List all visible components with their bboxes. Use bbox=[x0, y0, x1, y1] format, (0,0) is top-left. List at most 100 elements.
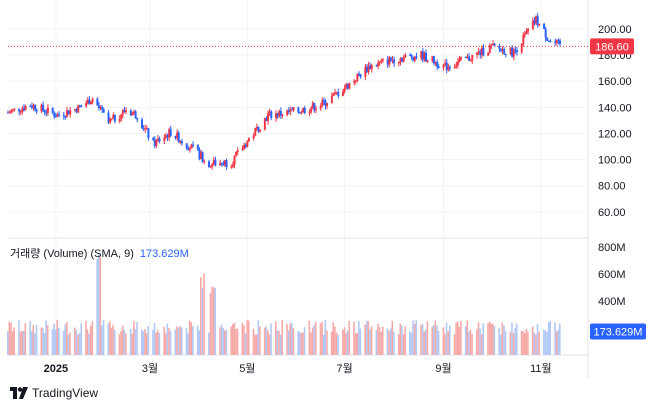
candle bbox=[549, 39, 552, 43]
volume-bar bbox=[230, 326, 232, 355]
volume-bar bbox=[19, 331, 22, 355]
volume-bar bbox=[482, 323, 485, 355]
candle bbox=[420, 50, 423, 61]
volume-bar bbox=[18, 320, 20, 355]
candle bbox=[219, 159, 222, 166]
volume-bar bbox=[538, 332, 540, 355]
candle bbox=[96, 97, 99, 106]
candle bbox=[243, 142, 246, 150]
volume-bar bbox=[125, 333, 127, 355]
candle bbox=[66, 106, 69, 118]
candle bbox=[412, 56, 415, 62]
candle bbox=[85, 100, 88, 108]
volume-bar bbox=[412, 320, 414, 355]
candle bbox=[292, 106, 295, 113]
volume-bar bbox=[479, 328, 481, 355]
volume-bar bbox=[235, 328, 237, 355]
candle bbox=[536, 12, 539, 28]
price-tick-label: 200.00 bbox=[598, 24, 632, 36]
candle bbox=[201, 151, 204, 163]
candle bbox=[448, 65, 451, 72]
volume-bar bbox=[62, 330, 65, 355]
candle bbox=[337, 88, 340, 99]
candle bbox=[380, 58, 383, 64]
volume-bar bbox=[74, 327, 76, 355]
volume-bar bbox=[436, 325, 438, 355]
volume-bar bbox=[80, 323, 82, 355]
volume-bar bbox=[270, 323, 272, 355]
tradingview-logo[interactable]: TradingView bbox=[10, 385, 98, 401]
candle bbox=[88, 96, 91, 105]
volume-bar bbox=[437, 330, 440, 355]
volume-bar bbox=[353, 321, 355, 355]
candle bbox=[342, 89, 345, 97]
volume-bar bbox=[190, 322, 193, 355]
volume-bar bbox=[543, 329, 545, 355]
candle bbox=[442, 63, 445, 71]
candle bbox=[343, 84, 346, 94]
candle bbox=[97, 101, 100, 111]
volume-bar bbox=[22, 331, 25, 355]
volume-bar bbox=[174, 329, 177, 355]
candle bbox=[11, 109, 14, 113]
candle bbox=[222, 160, 225, 166]
candle bbox=[522, 32, 525, 47]
volume-bar bbox=[313, 324, 315, 355]
candle bbox=[89, 100, 92, 105]
volume-legend: 거래량 (Volume) (SMA, 9) 173.629M bbox=[10, 245, 189, 261]
volume-bar bbox=[99, 256, 102, 355]
candle bbox=[375, 64, 378, 67]
volume-bar bbox=[326, 330, 328, 355]
volume-bar bbox=[432, 324, 435, 355]
candle bbox=[153, 136, 156, 149]
chart-axes: 60.0080.00100.00120.00140.00160.00180.00… bbox=[8, 24, 646, 375]
volume-bar bbox=[24, 323, 27, 355]
volume-bar bbox=[156, 329, 159, 355]
volume-bar bbox=[276, 330, 279, 355]
candle bbox=[45, 109, 48, 117]
candle bbox=[259, 129, 262, 133]
volume-bar bbox=[311, 327, 314, 355]
candle bbox=[158, 136, 161, 144]
volume-bar bbox=[442, 327, 445, 355]
volume-bar bbox=[378, 327, 381, 355]
volume-bar bbox=[554, 322, 556, 355]
volume-bar bbox=[259, 326, 261, 355]
candle bbox=[136, 117, 139, 123]
candle bbox=[421, 47, 424, 63]
candle bbox=[164, 132, 167, 139]
volume-bar bbox=[233, 322, 236, 355]
volume-bar bbox=[332, 322, 335, 355]
price-tick-label: 100.00 bbox=[598, 155, 632, 167]
candle bbox=[144, 124, 147, 133]
candle bbox=[252, 132, 255, 141]
candle bbox=[389, 56, 392, 63]
volume-bar bbox=[78, 333, 81, 355]
volume-bar bbox=[145, 333, 148, 355]
candle bbox=[458, 55, 461, 63]
candle bbox=[322, 97, 325, 106]
candle bbox=[169, 125, 172, 138]
volume-bar bbox=[522, 331, 524, 355]
candle bbox=[464, 56, 467, 59]
volume-bar bbox=[504, 331, 507, 355]
candle bbox=[453, 63, 456, 69]
candle bbox=[267, 110, 270, 125]
candle bbox=[142, 125, 145, 132]
candle bbox=[303, 105, 306, 115]
volume-bar bbox=[559, 323, 561, 355]
volume-bar bbox=[533, 332, 536, 355]
candle bbox=[46, 104, 49, 116]
volume-bar bbox=[493, 326, 496, 355]
candle bbox=[156, 135, 159, 143]
candle bbox=[527, 27, 530, 35]
last-price-badge bbox=[590, 38, 634, 55]
candle bbox=[208, 160, 211, 168]
volume-bar bbox=[225, 329, 228, 355]
candle bbox=[30, 102, 33, 110]
candle bbox=[236, 147, 239, 156]
volume-bar bbox=[426, 321, 429, 355]
volume-bar bbox=[155, 332, 157, 355]
candle bbox=[410, 54, 413, 61]
